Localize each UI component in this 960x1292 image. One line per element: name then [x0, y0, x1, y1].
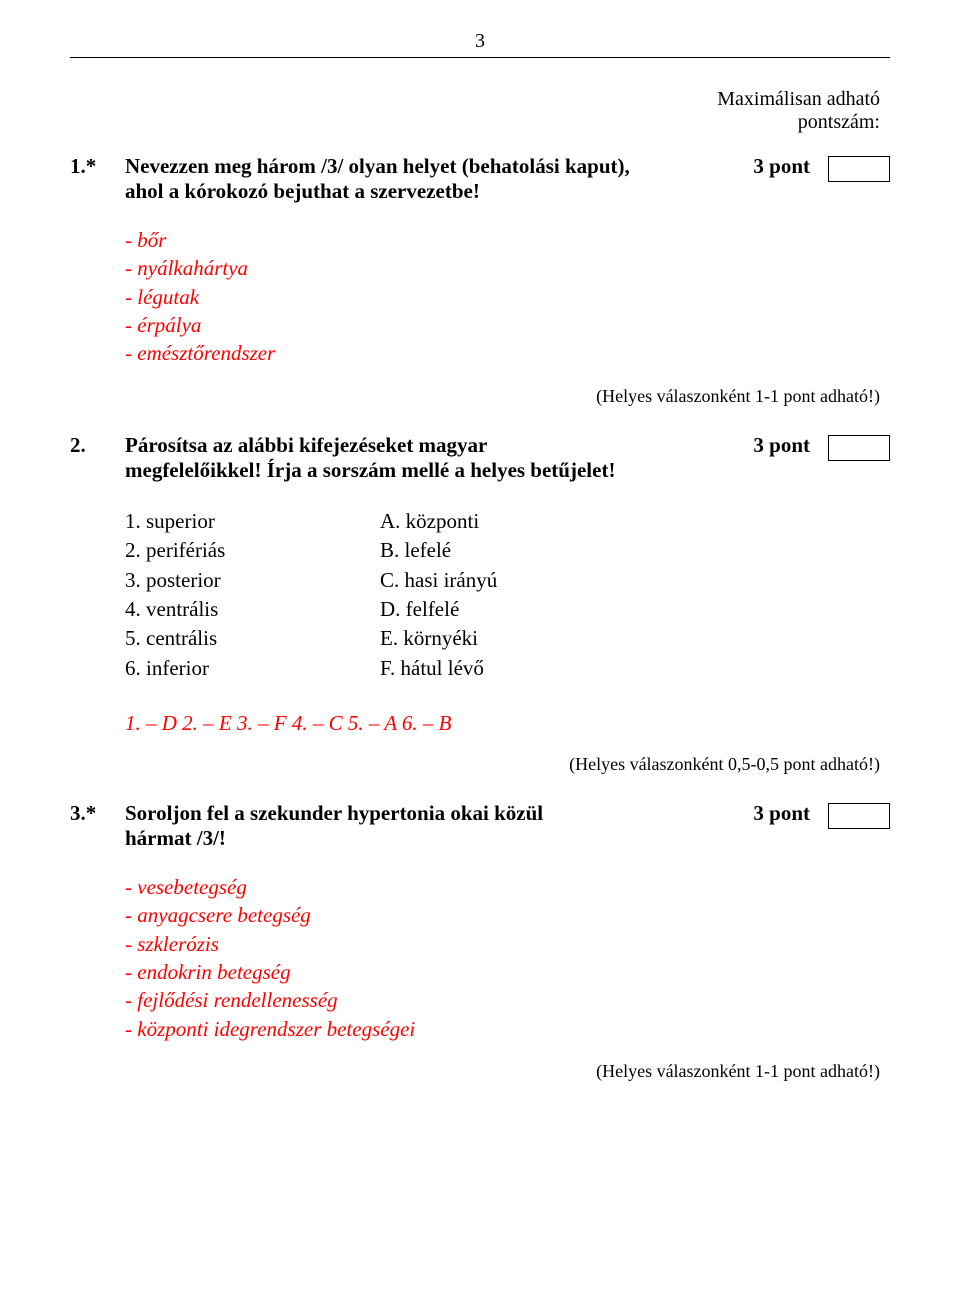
q1-answer-item: - nyálkahártya — [125, 254, 890, 282]
q3-text-line2: hármat /3/! — [125, 826, 226, 850]
q1-answer-item: - érpálya — [125, 311, 890, 339]
q3-points-area: 3 pont — [720, 801, 890, 829]
q2-pair-left: 5. centrális — [125, 624, 380, 653]
q2-pair-right: E. környéki — [380, 624, 478, 653]
q1-answer-item: - légutak — [125, 283, 890, 311]
q3-points-label: 3 pont — [753, 801, 810, 826]
q3-answer-item: - endokrin betegség — [125, 958, 890, 986]
q3-score-box — [828, 803, 890, 829]
max-points-header: Maximálisan adható pontszám: — [70, 88, 890, 134]
max-points-line1: Maximálisan adható — [70, 88, 880, 111]
q2-number: 2. — [70, 433, 125, 458]
q2-text-line1: Párosítsa az alábbi kifejezéseket magyar — [125, 433, 487, 457]
page-number: 3 — [70, 30, 890, 53]
q1-text-line1: Nevezzen meg három /3/ olyan helyet (beh… — [125, 154, 630, 178]
q2-score-box — [828, 435, 890, 461]
q1-text-line2: ahol a kórokozó bejuthat a szervezetbe! — [125, 179, 480, 203]
q1-points-area: 3 pont — [720, 154, 890, 182]
q2-pair-right: B. lefelé — [380, 536, 451, 565]
q2-answer-key: 1. – D 2. – E 3. – F 4. – C 5. – A 6. – … — [125, 711, 890, 736]
q3-answer-item: - vesebetegség — [125, 873, 890, 901]
q3-number: 3.* — [70, 801, 125, 826]
q1-answer-item: - bőr — [125, 226, 890, 254]
q1-text: Nevezzen meg három /3/ olyan helyet (beh… — [125, 154, 720, 204]
q3-text-line1: Soroljon fel a szekunder hypertonia okai… — [125, 801, 543, 825]
q3-answer-item: - szklerózis — [125, 930, 890, 958]
q2-text: Párosítsa az alábbi kifejezéseket magyar… — [125, 433, 720, 483]
q2-pair-left: 4. ventrális — [125, 595, 380, 624]
q1-answer-item: - emésztőrendszer — [125, 339, 890, 367]
q3-text: Soroljon fel a szekunder hypertonia okai… — [125, 801, 720, 851]
q2-pair-left: 1. superior — [125, 507, 380, 536]
max-points-line2: pontszám: — [70, 111, 880, 134]
q2-pair-right: C. hasi irányú — [380, 566, 497, 595]
header-rule — [70, 57, 890, 58]
q1-number: 1.* — [70, 154, 125, 179]
q2-pair-right: F. hátul lévő — [380, 654, 484, 683]
q3-scoring-note: (Helyes válaszonként 1-1 pont adható!) — [70, 1061, 890, 1082]
q2-pair-right: A. központi — [380, 507, 479, 536]
q1-answers: - bőr - nyálkahártya - légutak - érpálya… — [125, 226, 890, 368]
q2-pair-left: 2. perifériás — [125, 536, 380, 565]
q1-scoring-note: (Helyes válaszonként 1-1 pont adható!) — [70, 386, 890, 407]
q2-scoring-note: (Helyes válaszonként 0,5-0,5 pont adható… — [70, 754, 890, 775]
q1-score-box — [828, 156, 890, 182]
q3-answer-item: - központi idegrendszer betegségei — [125, 1015, 890, 1043]
q1-points-label: 3 pont — [753, 154, 810, 179]
q2-points-area: 3 pont — [720, 433, 890, 461]
q2-pair-left: 6. inferior — [125, 654, 380, 683]
q2-pair-right: D. felfelé — [380, 595, 459, 624]
question-1: 1.* Nevezzen meg három /3/ olyan helyet … — [70, 154, 890, 407]
q2-pair-left: 3. posterior — [125, 566, 380, 595]
q3-answer-item: - anyagcsere betegség — [125, 901, 890, 929]
q3-answer-item: - fejlődési rendellenesség — [125, 986, 890, 1014]
q2-matching-table: 1. superior A. központi 2. perifériás B.… — [125, 507, 890, 683]
q3-answers: - vesebetegség - anyagcsere betegség - s… — [125, 873, 890, 1043]
question-3: 3.* Soroljon fel a szekunder hypertonia … — [70, 801, 890, 1082]
q2-points-label: 3 pont — [753, 433, 810, 458]
question-2: 2. Párosítsa az alábbi kifejezéseket mag… — [70, 433, 890, 775]
q2-text-line2: megfelelőikkel! Írja a sorszám mellé a h… — [125, 458, 615, 482]
